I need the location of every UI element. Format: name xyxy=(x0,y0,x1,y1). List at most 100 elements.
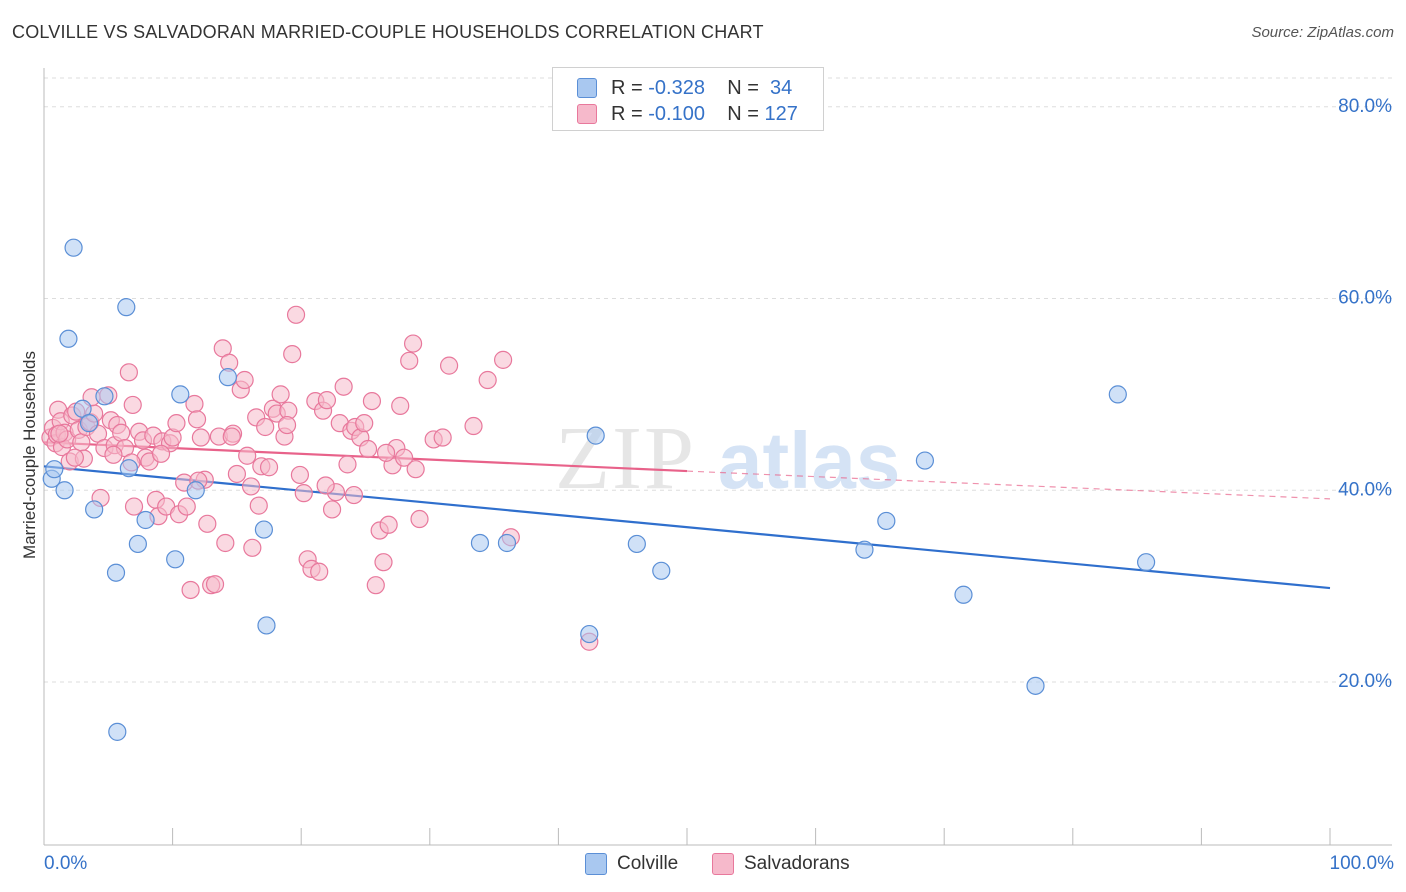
legend-n-label: N = xyxy=(727,103,759,125)
data-points xyxy=(41,238,1156,741)
colville-point xyxy=(106,563,126,582)
salvadoran-point xyxy=(243,538,262,557)
legend-r-value: -0.328 xyxy=(648,77,705,99)
salvadoran-point xyxy=(249,496,268,515)
salvadoran-point xyxy=(187,410,207,429)
salvadoran-point xyxy=(181,580,200,600)
colville-point xyxy=(954,585,973,604)
salvadoran-point xyxy=(283,345,302,364)
colville-point xyxy=(59,329,78,348)
watermark: ZIP atlas xyxy=(555,409,900,508)
colville-point xyxy=(218,368,237,387)
salvadoran-point xyxy=(177,497,196,516)
colville-point xyxy=(497,533,517,553)
legend-r-label: R = xyxy=(611,77,643,99)
salvadoran-point xyxy=(50,424,69,443)
stats-legend: R = -0.328 N = 34 R = -0.100 N = 127 xyxy=(552,67,824,131)
legend-n-value: 34 xyxy=(770,77,793,99)
colville-point xyxy=(119,459,138,478)
bottom-legend-label-colville: Colville xyxy=(617,853,679,874)
tick-labels: 20.0% 40.0% 60.0% 80.0% 0.0% 100.0% xyxy=(44,96,1394,874)
salvadoran-point xyxy=(290,465,310,485)
salvadoran-point xyxy=(317,391,337,410)
salvadoran-point xyxy=(338,455,357,474)
legend-swatch-colville xyxy=(577,78,597,98)
salvadoran-point xyxy=(376,443,396,462)
colville-point xyxy=(128,534,147,554)
salvadoran-point xyxy=(198,514,217,533)
salvadoran-point xyxy=(394,448,414,467)
colville-point xyxy=(915,451,935,470)
salvadoran-trend-extension xyxy=(686,470,1331,500)
salvadoran-point xyxy=(104,445,123,464)
salvadoran-point xyxy=(494,350,513,369)
bottom-swatch-salvadorans xyxy=(712,853,734,875)
legend-r-value: -0.100 xyxy=(648,103,705,125)
salvadoran-point xyxy=(355,414,374,433)
legend-n-value: 127 xyxy=(764,103,798,125)
salvadoran-point xyxy=(112,423,131,442)
y-tick-label: 60.0% xyxy=(1338,288,1392,309)
salvadoran-point xyxy=(227,464,246,484)
salvadoran-point xyxy=(366,576,385,595)
colville-point xyxy=(85,500,104,519)
salvadoran-point xyxy=(72,433,91,452)
y-axis-label: Married-couple Households xyxy=(20,351,39,559)
colville-point xyxy=(1026,676,1045,695)
watermark-atlas: atlas xyxy=(718,416,900,505)
colville-point xyxy=(186,481,205,500)
legend-r-label: R = xyxy=(611,103,643,125)
salvadoran-point xyxy=(123,395,142,415)
bottom-legend-label-salvadorans: Salvadorans xyxy=(744,853,850,874)
salvadoran-point xyxy=(362,391,382,411)
salvadoran-point xyxy=(374,553,393,572)
salvadoran-point xyxy=(439,356,459,375)
colville-point xyxy=(95,387,114,406)
salvadoran-point xyxy=(391,396,410,415)
salvadoran-point xyxy=(433,428,452,447)
x-tick-label-max: 100.0% xyxy=(1330,853,1395,874)
bottom-swatch-colville xyxy=(585,853,607,875)
salvadoran-point xyxy=(65,448,84,467)
salvadoran-point xyxy=(316,476,335,495)
salvadoran-point xyxy=(238,446,257,465)
colville-point xyxy=(1108,385,1127,404)
colville-point xyxy=(627,534,646,554)
colville-point xyxy=(586,426,605,445)
source-credit: Source: ZipAtlas.com xyxy=(1251,24,1394,41)
salvadoran-point xyxy=(167,414,186,433)
salvadoran-point xyxy=(464,416,483,436)
salvadoran-point xyxy=(379,515,398,534)
salvadoran-point xyxy=(191,428,210,447)
salvadoran-point xyxy=(205,575,225,594)
y-tick-label: 40.0% xyxy=(1338,479,1392,500)
salvadoran-point xyxy=(222,427,241,446)
salvadoran-point xyxy=(310,562,329,581)
colville-point xyxy=(45,460,64,479)
y-tick-label: 20.0% xyxy=(1338,671,1392,692)
salvadoran-point xyxy=(124,497,144,516)
salvadoran-point xyxy=(256,417,275,437)
x-tick-label-min: 0.0% xyxy=(44,853,87,874)
salvadoran-point xyxy=(241,477,261,496)
watermark-zip: ZIP xyxy=(555,409,696,508)
salvadoran-point xyxy=(403,334,423,353)
salvadoran-point xyxy=(400,351,419,370)
salvadoran-point xyxy=(119,363,138,382)
salvadoran-point xyxy=(151,444,171,463)
chart-title: COLVILLE VS SALVADORAN MARRIED-COUPLE HO… xyxy=(12,22,764,42)
colville-point xyxy=(1137,553,1156,572)
colville-point xyxy=(855,540,874,559)
salvadoran-point xyxy=(358,439,378,459)
colville-point xyxy=(254,520,274,539)
y-tick-label: 80.0% xyxy=(1338,96,1392,117)
salvadoran-point xyxy=(410,509,429,529)
colville-point xyxy=(877,511,896,531)
colville-point xyxy=(55,481,74,500)
legend-n-label: N = xyxy=(727,77,759,99)
salvadoran-point xyxy=(271,385,290,404)
salvadoran-point xyxy=(478,370,497,390)
colville-point xyxy=(470,533,490,553)
colville-point xyxy=(652,561,671,580)
